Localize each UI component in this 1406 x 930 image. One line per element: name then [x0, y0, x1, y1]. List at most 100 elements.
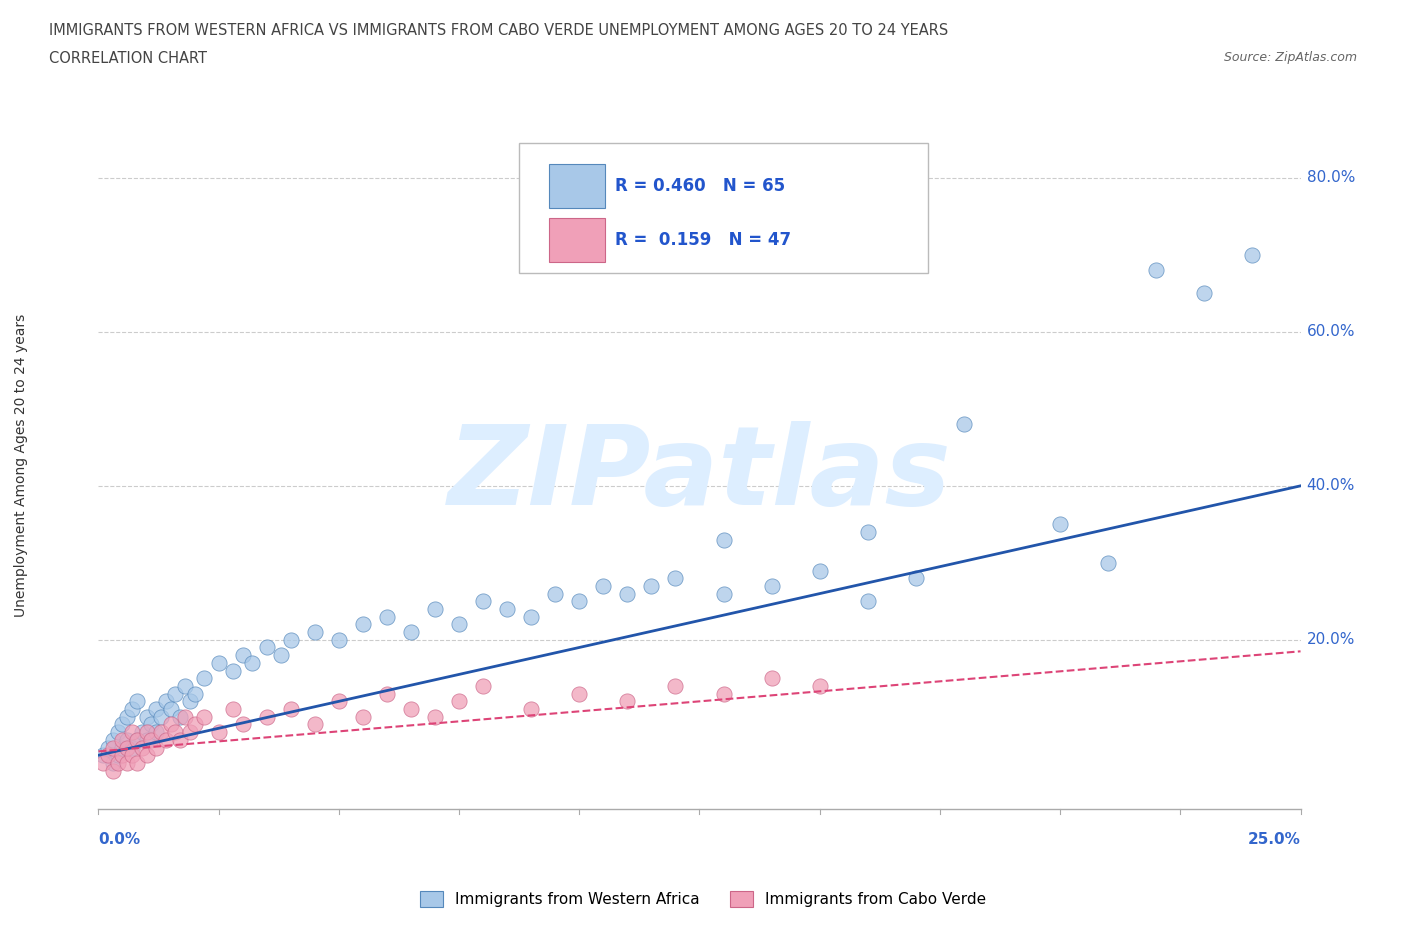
Text: 25.0%: 25.0%	[1247, 832, 1301, 847]
Point	[121, 724, 143, 739]
Point	[111, 733, 134, 748]
Text: 0.0%: 0.0%	[98, 832, 141, 847]
Point	[121, 701, 143, 716]
Point	[616, 694, 638, 709]
Point	[761, 671, 783, 685]
Point	[640, 578, 662, 593]
Point	[174, 710, 197, 724]
Point	[165, 724, 187, 739]
Point	[101, 755, 124, 770]
Point	[97, 748, 120, 763]
Point	[91, 755, 114, 770]
Point	[256, 710, 278, 724]
Point	[568, 594, 591, 609]
Point	[193, 710, 215, 724]
Point	[111, 748, 134, 763]
FancyBboxPatch shape	[519, 143, 928, 273]
Text: R =  0.159   N = 47: R = 0.159 N = 47	[616, 231, 792, 249]
Point	[232, 717, 254, 732]
Point	[1241, 247, 1264, 262]
Point	[953, 417, 976, 432]
Point	[328, 694, 350, 709]
Point	[117, 755, 139, 770]
Text: Source: ZipAtlas.com: Source: ZipAtlas.com	[1223, 51, 1357, 64]
Text: R = 0.460   N = 65: R = 0.460 N = 65	[616, 178, 786, 195]
Point	[135, 724, 157, 739]
Point	[399, 701, 422, 716]
Text: ZIPatlas: ZIPatlas	[447, 420, 952, 528]
Point	[1194, 286, 1216, 301]
Point	[568, 686, 591, 701]
Point	[808, 679, 831, 694]
Point	[131, 740, 153, 755]
Point	[222, 701, 245, 716]
Point	[856, 594, 879, 609]
Point	[117, 740, 139, 755]
Point	[232, 647, 254, 662]
Point	[472, 594, 495, 609]
Point	[472, 679, 495, 694]
FancyBboxPatch shape	[550, 218, 605, 262]
Point	[664, 679, 686, 694]
Point	[713, 686, 735, 701]
Point	[1049, 517, 1071, 532]
Point	[399, 625, 422, 640]
Point	[121, 740, 143, 755]
Point	[270, 647, 292, 662]
Point	[664, 571, 686, 586]
Point	[280, 701, 302, 716]
Point	[447, 694, 470, 709]
Point	[145, 701, 167, 716]
Point	[121, 748, 143, 763]
Text: CORRELATION CHART: CORRELATION CHART	[49, 51, 207, 66]
Point	[808, 563, 831, 578]
Point	[208, 724, 231, 739]
Point	[592, 578, 614, 593]
Point	[169, 710, 191, 724]
Point	[125, 733, 148, 748]
Point	[117, 710, 139, 724]
Text: 20.0%: 20.0%	[1306, 632, 1355, 647]
Point	[111, 717, 134, 732]
Point	[125, 733, 148, 748]
Point	[97, 740, 120, 755]
Point	[713, 532, 735, 547]
Point	[256, 640, 278, 655]
Point	[101, 764, 124, 778]
Point	[101, 733, 124, 748]
Point	[174, 679, 197, 694]
Point	[544, 586, 567, 601]
Point	[375, 686, 398, 701]
Text: 60.0%: 60.0%	[1306, 325, 1355, 339]
Point	[240, 656, 263, 671]
Point	[423, 602, 446, 617]
Point	[145, 724, 167, 739]
Point	[183, 686, 205, 701]
Point	[447, 617, 470, 631]
Point	[179, 694, 201, 709]
Point	[135, 733, 157, 748]
Point	[117, 733, 139, 748]
Point	[111, 740, 134, 755]
Text: Unemployment Among Ages 20 to 24 years: Unemployment Among Ages 20 to 24 years	[14, 313, 28, 617]
Point	[107, 748, 129, 763]
Point	[131, 724, 153, 739]
Point	[520, 609, 543, 624]
Point	[149, 724, 172, 739]
Point	[135, 748, 157, 763]
Point	[165, 686, 187, 701]
Point	[496, 602, 519, 617]
Point	[1144, 263, 1167, 278]
Point	[91, 748, 114, 763]
Point	[141, 733, 163, 748]
Point	[375, 609, 398, 624]
Point	[1097, 555, 1119, 570]
Point	[149, 710, 172, 724]
Point	[107, 755, 129, 770]
Point	[159, 701, 181, 716]
Point	[125, 755, 148, 770]
Point	[352, 710, 374, 724]
Point	[304, 717, 326, 732]
Point	[856, 525, 879, 539]
Point	[107, 724, 129, 739]
